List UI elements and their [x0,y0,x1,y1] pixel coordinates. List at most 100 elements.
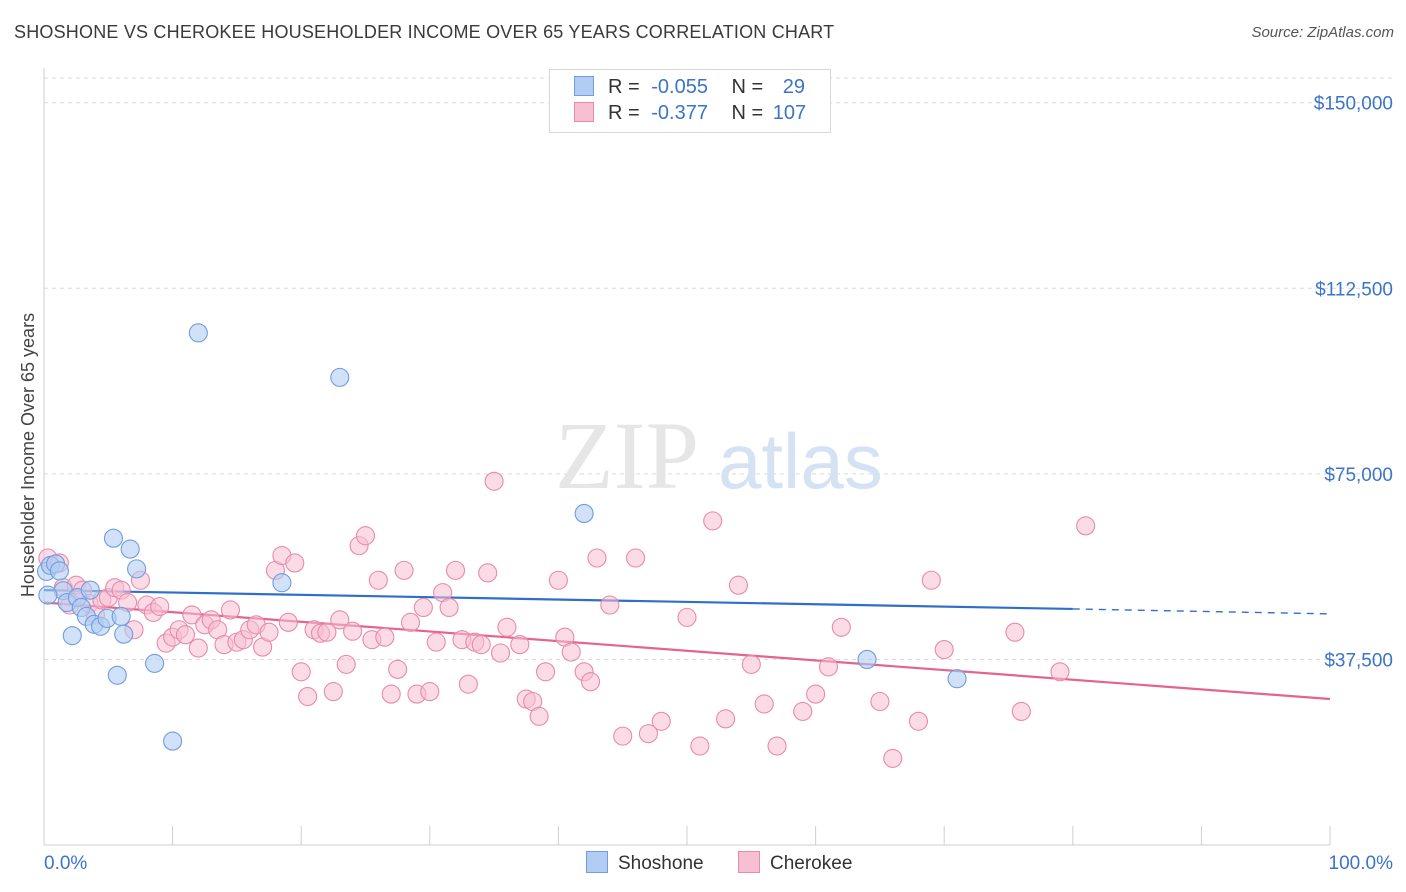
cherokee-point [870,691,890,712]
cherokee-point [394,560,414,580]
cherokee-point [285,553,305,573]
cherokee-point [1011,701,1031,721]
axes [43,68,1331,846]
bottom-legend-cherokee: Cherokee [738,851,852,875]
cherokee-point [510,635,530,655]
cherokee-point [548,570,568,590]
cherokee-point [806,684,826,704]
cherokee-point [600,595,620,615]
cherokee-point [626,548,646,568]
cherokee-point [471,635,491,655]
shoshone-point [38,585,58,605]
shoshone-point [120,539,140,559]
shoshone-point [62,626,82,646]
cherokee-point [317,622,337,642]
cherokee-point [375,627,395,647]
shoshone-point [49,561,69,581]
cherokee-point [716,709,736,729]
y-axis-title: Householder Income Over 65 years [18,313,38,597]
watermark-atlas: atlas [718,417,883,505]
y-tick-label: $75,000 [1324,465,1393,486]
shoshone-point [103,528,123,548]
cherokee-point [182,605,202,625]
shoshone-point [857,649,877,669]
cherokee-point [220,600,241,620]
bottom-legend-shoshone: Shoshone [586,851,704,875]
cherokee-point [1050,662,1070,682]
cherokee-point [921,570,941,590]
cherokee-point [426,632,446,652]
cherokee-point [580,672,601,692]
shoshone-r-label: R = [608,76,640,98]
cherokee-point [150,596,170,617]
cherokee-point [439,597,459,618]
cherokee-point [323,682,343,702]
chart-title: SHOSHONE VS CHEROKEE HOUSEHOLDER INCOME … [14,22,835,42]
legend-row-shoshone: R = -0.055 N = 29 [574,76,805,100]
cherokee-r-value: -0.377 [651,102,708,124]
cherokee-point [613,726,633,746]
cherokee-point [831,617,851,637]
shoshone-point [145,653,165,673]
cherokee-point [388,659,408,679]
cherokee-point [793,701,813,721]
cherokee-point [330,610,350,630]
cherokee-point [175,625,196,645]
cherokee-legend-swatch [738,851,760,873]
x-tick-label-start: 0.0% [44,853,87,874]
cherokee-n-label: N = [731,102,764,124]
cherokee-point [677,607,697,627]
cherokee-point [298,686,318,707]
cherokee-point [908,711,929,731]
cherokee-r-label: R = [608,102,640,124]
shoshone-n-value: 29 [782,76,806,98]
cherokee-point [420,682,440,702]
shoshone-trend-extension [1072,608,1331,615]
shoshone-point [80,580,100,600]
axis-labels: $37,500 $75,000 $112,500 $150,000 0.0% 100.0%… [18,94,1393,874]
shoshone-trend-line [43,589,1073,611]
x-tick-label-end: 100.0% [1329,853,1394,874]
cherokee-point [484,471,504,491]
cherokee-point [343,621,363,641]
grid-lines [44,77,1395,660]
shoshone-point [114,624,134,644]
cherokee-point [1005,622,1025,642]
shoshone-point [330,367,350,387]
watermark-zip: ZIP [555,402,699,509]
cherokee-point [188,638,208,658]
shoshone-point [107,665,127,685]
source-credit: Source: ZipAtlas.com [1251,24,1394,41]
cherokee-point [381,684,401,704]
cherokee-point [1076,516,1096,536]
watermark: ZIP atlas [555,402,883,509]
y-tick-label: $150,000 [1314,94,1393,115]
cherokee-point [561,642,581,662]
shoshone-r-value: -0.055 [651,76,708,98]
cherokee-point [728,575,748,595]
y-tick-label: $112,500 [1315,279,1393,300]
cherokee-point [690,736,710,756]
y-tick-label: $37,500 [1324,650,1393,671]
cherokee-point [497,617,517,637]
shoshone-point [272,573,292,593]
shoshone-point [111,606,131,626]
cherokee-point [529,706,549,726]
cherokee-point [458,674,478,694]
cherokee-point [651,711,671,731]
cherokee-legend-label: Cherokee [770,853,853,874]
cherokee-point [368,570,388,590]
cherokee-point [535,662,556,682]
shoshone-legend-swatch [586,851,608,873]
cherokee-point [400,612,421,632]
cherokee-point [767,736,787,756]
cherokee-point [934,639,954,660]
cherokee-swatch [574,102,594,122]
shoshone-point [127,559,147,579]
cherokee-point [818,657,839,677]
shoshone-legend-label: Shoshone [618,853,704,874]
shoshone-swatch [574,76,594,96]
cherokee-point [587,548,607,568]
cherokee-point [336,654,356,674]
cherokee-point [490,643,511,663]
